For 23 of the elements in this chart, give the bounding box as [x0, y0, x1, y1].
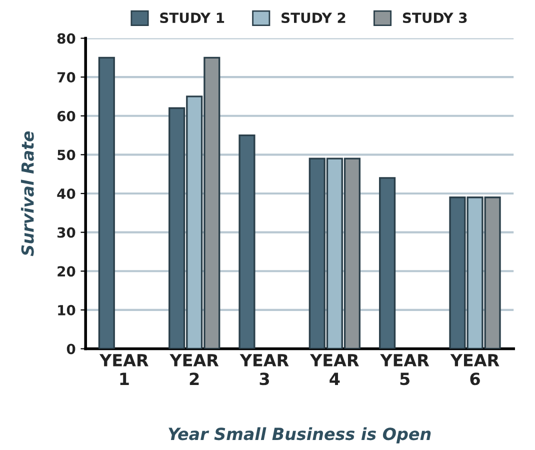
x-axis-title: Year Small Business is Open	[168, 427, 431, 444]
y-axis-title: Survival Rate	[20, 131, 34, 256]
y-tick-label: 10	[58, 304, 76, 316]
legend-label: STUDY 3	[402, 12, 467, 24]
y-tick-label: 70	[57, 72, 76, 83]
x-tick-label: YEAR 3	[240, 354, 289, 386]
legend-label: STUDY 2	[282, 12, 346, 24]
y-tick-label: 20	[58, 266, 76, 277]
y-tick-label: 50	[58, 150, 76, 160]
bar	[98, 56, 115, 349]
x-tick-label: YEAR 6	[450, 354, 500, 386]
bar	[238, 134, 256, 349]
x-tick-label: YEAR 1	[99, 354, 148, 385]
y-tick-label: 40	[57, 188, 76, 199]
y-tick-label: 80	[57, 33, 76, 44]
y-tick-label: 30	[57, 227, 76, 238]
x-tick-label: YEAR 5	[380, 354, 430, 386]
x-tick-label: YEAR 2	[170, 354, 219, 385]
y-tick-label: 0	[66, 344, 76, 354]
bar	[379, 177, 396, 349]
x-tick-label: YEAR 4	[310, 354, 359, 385]
y-tick-label: 60	[57, 110, 76, 122]
legend-label: STUDY 1	[160, 12, 224, 24]
